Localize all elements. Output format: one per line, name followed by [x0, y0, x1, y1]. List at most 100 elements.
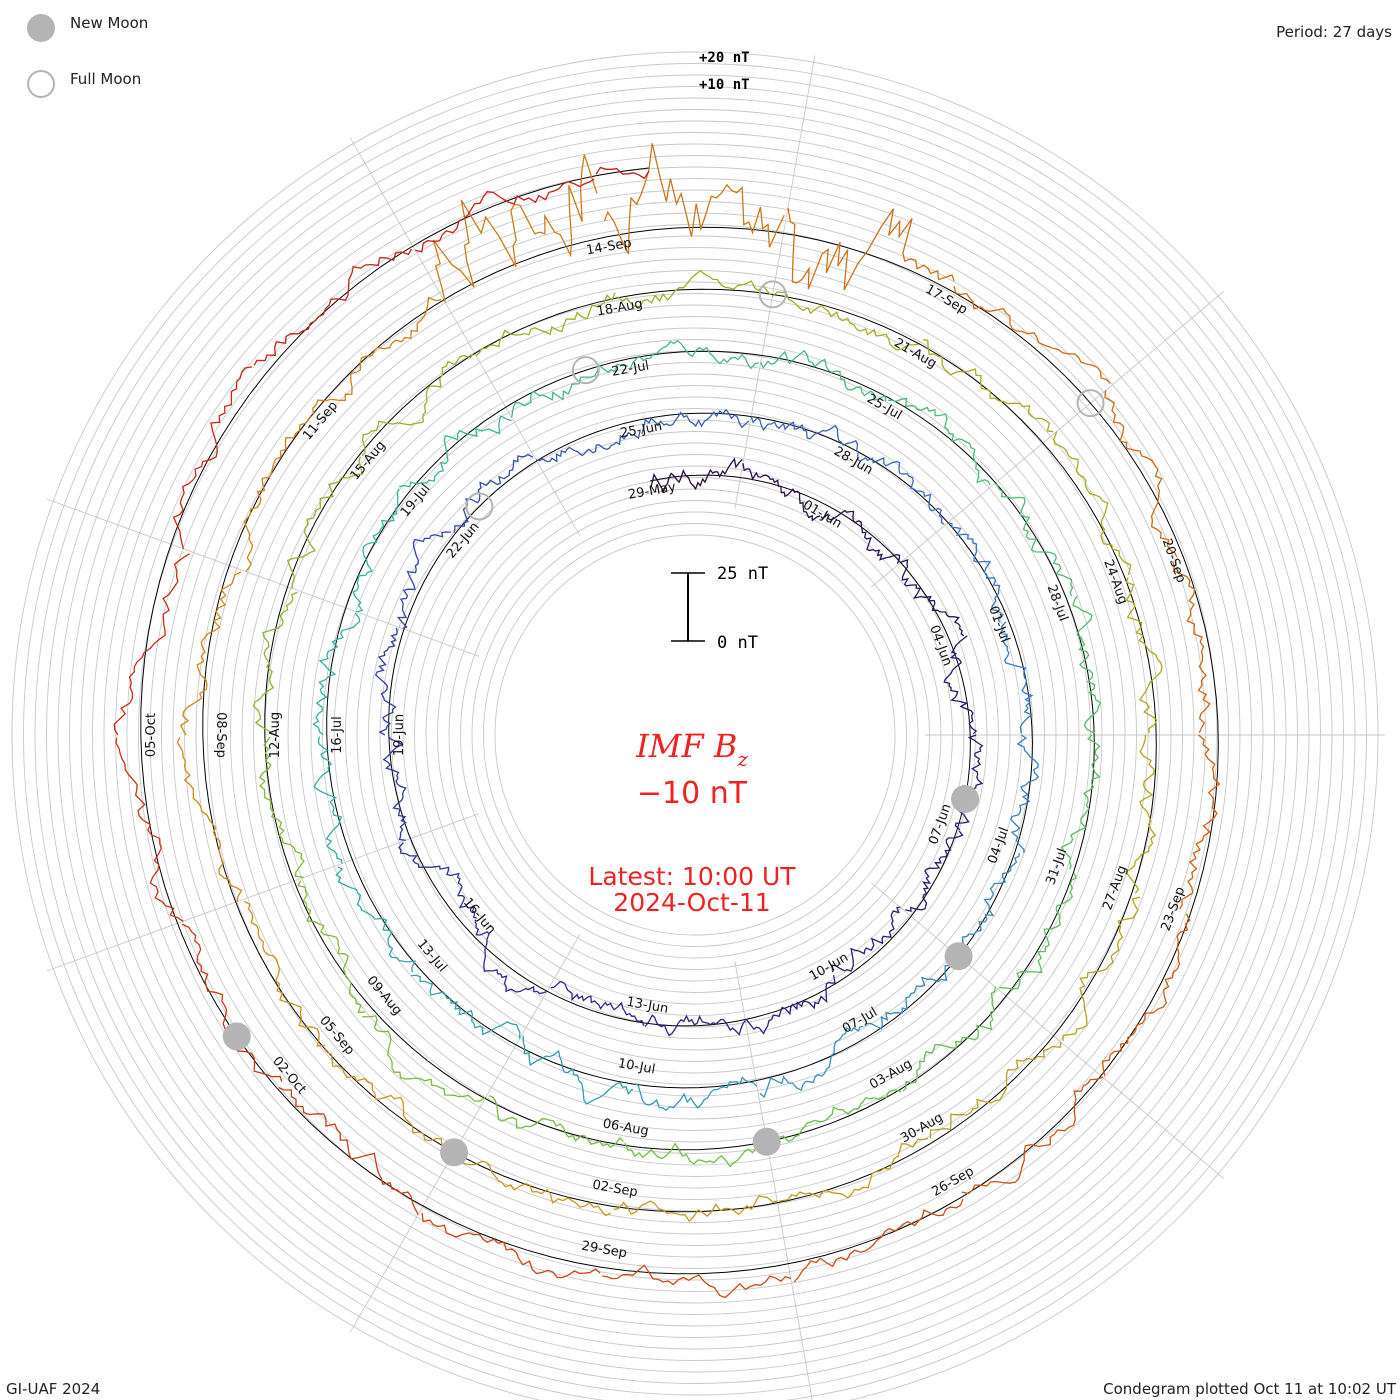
bz-trace-segment: [179, 571, 242, 736]
bz-trace-segment: [475, 292, 616, 357]
latest-time: Latest: 10:00 UT: [588, 862, 796, 891]
bz-trace-segment: [488, 1095, 624, 1149]
bz-trace-segment: [115, 737, 184, 922]
date-tick-label: 16-Jul: [330, 716, 345, 754]
bz-trace-segment: [352, 488, 400, 613]
bz-trace-segment: [923, 339, 1054, 433]
bz-trace-segment: [759, 1025, 864, 1099]
scale-mid-label: +10 nT: [699, 77, 750, 93]
scale-bar: 25 nT 0 nT: [671, 564, 768, 653]
bz-trace-segment: [456, 1151, 611, 1217]
center-value: −10 nT: [637, 776, 748, 811]
bz-trace-segment: [313, 736, 343, 864]
bz-trace-segment: [253, 248, 412, 366]
date-tick-label: 02-Sep: [591, 1178, 639, 1201]
bz-trace-segment: [629, 339, 759, 370]
credit-label: GI-UAF 2024: [6, 1380, 101, 1398]
bz-trace-segment: [900, 559, 965, 637]
bz-trace-segment: [323, 1048, 458, 1149]
bz-trace-segment: [297, 880, 365, 1013]
date-tick-label: 20-Sep: [1159, 537, 1189, 585]
bz-trace-segment: [750, 416, 859, 452]
bz-trace-segment: [415, 178, 595, 253]
date-tick-label: 13-Jun: [625, 995, 669, 1017]
period-label: Period: 27 days: [1276, 23, 1392, 41]
bz-trace: [113, 143, 1221, 1299]
full-moon-icon: [27, 70, 55, 98]
bz-trace-segment: [595, 166, 650, 180]
grid-spoke: [46, 498, 480, 657]
bz-trace-segment: [613, 1195, 778, 1223]
bz-trace-segment: [1072, 595, 1102, 734]
bz-trace-segment: [1179, 734, 1221, 910]
new-moon-marker: [752, 1127, 781, 1156]
bz-trace-segment: [244, 900, 326, 1047]
date-tick-label: 27-Aug: [1100, 864, 1130, 913]
plotted-label: Condegram plotted Oct 11 at 10:02 UT: [1103, 1380, 1396, 1398]
bz-trace-segment: [820, 509, 901, 564]
date-tick-label: 29-May: [627, 480, 677, 503]
bz-trace-segment: [994, 482, 1074, 597]
bz-trace-segment: [399, 415, 512, 488]
bz-trace-segment: [176, 737, 243, 902]
date-tick-label: 05-Sep: [316, 1013, 357, 1058]
moon-markers: [222, 280, 1105, 1167]
full-moon-marker: [571, 356, 600, 385]
grid-spoke: [349, 933, 581, 1333]
full-moon-marker: [758, 280, 787, 309]
bz-trace-segment: [779, 1137, 929, 1202]
bz-trace-segment: [335, 866, 417, 973]
bz-trace-segment: [312, 296, 442, 415]
bz-trace-segment: [511, 363, 629, 418]
bz-trace-segment: [1060, 734, 1101, 870]
bz-trace-segment: [634, 1076, 758, 1112]
full-moon-marker: [465, 492, 494, 521]
date-tick-label: 04-Jun: [926, 623, 955, 668]
full-moon-marker: [1076, 389, 1105, 418]
bz-trace-segment: [243, 415, 312, 572]
date-tick-label: 22-Jul: [611, 358, 651, 379]
bz-trace-segment: [746, 974, 836, 1035]
date-tick-label: 08-Sep: [213, 712, 228, 758]
bz-trace-segment: [742, 463, 821, 522]
bz-trace-segment: [999, 621, 1034, 734]
bz-trace-segment: [943, 635, 978, 735]
bz-trace-segment: [1171, 560, 1211, 733]
date-tick-label: 01-Jul: [985, 604, 1012, 645]
date-tick-label: 07-Jun: [926, 802, 955, 847]
date-tick-label: 24-Aug: [1100, 558, 1130, 607]
bz-trace-segment: [550, 980, 645, 1027]
date-tick-label: 04-Jul: [985, 825, 1012, 866]
new-moon-marker: [222, 1022, 251, 1051]
bz-trace-segment: [959, 852, 1020, 957]
bz-trace-segment: [831, 906, 901, 972]
new-moon-icon: [27, 14, 55, 42]
bz-trace-segment: [998, 872, 1077, 990]
bz-trace-segment: [535, 431, 641, 463]
center-info: IMF Bz −10 nT Latest: 10:00 UT 2024-Oct-…: [588, 727, 796, 917]
bz-trace-segment: [113, 553, 191, 736]
bz-trace-segment: [1102, 913, 1191, 1076]
bz-trace-segment: [258, 736, 305, 879]
bz-trace-segment: [864, 958, 963, 1030]
grid-ring: [471, 511, 919, 959]
full-moon-legend-label: Full Moon: [70, 70, 142, 88]
date-tick-label: 25-Jun: [619, 419, 663, 441]
date-tick-label: 28-Jul: [1044, 583, 1071, 624]
bz-trace-segment: [641, 408, 750, 434]
bz-trace-segment: [474, 921, 548, 995]
bz-trace-segment: [961, 1076, 1103, 1195]
zero-baseline: [140, 167, 1219, 1275]
bz-trace-segment: [947, 522, 1004, 623]
date-tick-label: 19-Jul: [398, 481, 434, 519]
grid-ring: [494, 534, 896, 936]
bz-trace-segment: [252, 591, 298, 736]
date-tick-label: 05-Oct: [144, 713, 159, 757]
date-tick-label: 30-Aug: [898, 1110, 946, 1146]
new-moon-legend-label: New Moon: [70, 14, 149, 32]
bz-trace-segment: [432, 154, 598, 303]
spokes: [46, 55, 1385, 1400]
bz-trace-segment: [617, 269, 771, 308]
bz-trace-segment: [382, 735, 407, 841]
